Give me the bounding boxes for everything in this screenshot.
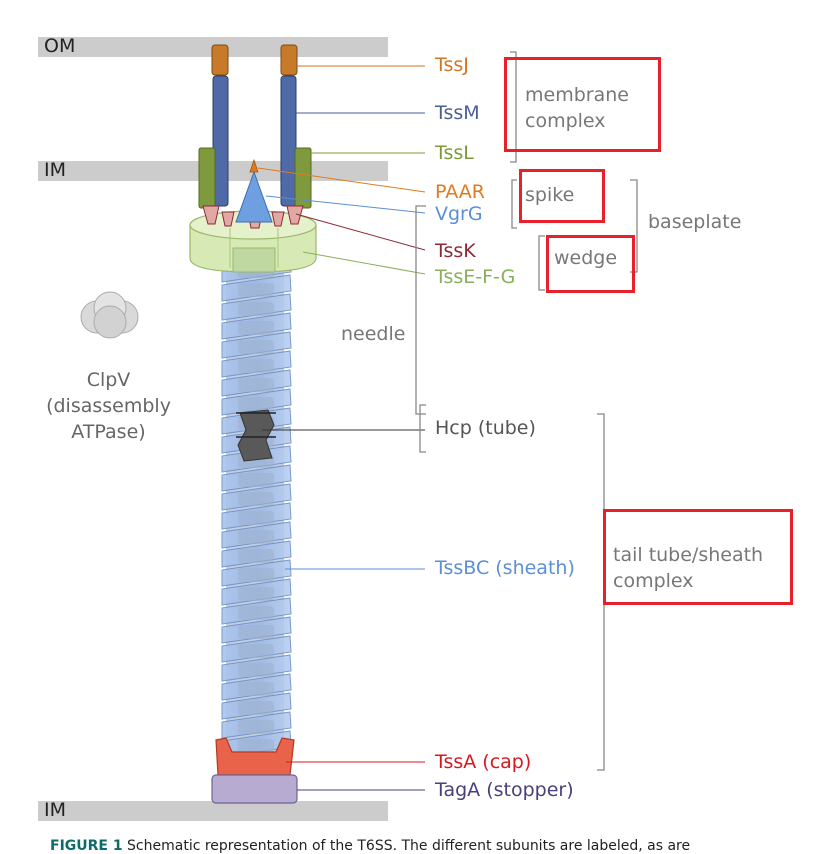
needle-label: needle (341, 323, 406, 345)
tssefg-label: TssE-F-G (435, 266, 516, 288)
tssbc-sheath-shape (221, 255, 292, 758)
membrane-complex-label: membrane complex (525, 82, 629, 134)
tssm-label: TssM (435, 102, 480, 124)
hcp-label: Hcp (tube) (435, 417, 536, 439)
vgrg-leader (265, 195, 426, 214)
hcp-bracket (419, 404, 426, 453)
figure-caption: FIGURE 1 Schematic representation of the… (50, 838, 690, 854)
wedge-highlight (546, 235, 635, 293)
taga-stopper-shape (211, 774, 298, 804)
caption-title: FIGURE 1 (50, 838, 123, 854)
vgrg-spike-shape (235, 170, 273, 223)
clpv-line3: ATPase) (71, 421, 146, 443)
tssl-left-shape (198, 147, 216, 209)
spike-highlight (519, 169, 605, 223)
spike-label: spike (525, 184, 575, 206)
paar-label: PAAR (435, 181, 485, 203)
wedge-label: wedge (554, 247, 618, 269)
taga-label: TagA (stopper) (435, 779, 574, 801)
membrane-complex-bracket (510, 51, 517, 163)
tssbc-label: TssBC (sheath) (435, 557, 575, 579)
tssk-leader (295, 213, 426, 251)
om-label: OM (44, 35, 76, 57)
needle-bracket (415, 205, 426, 415)
paar-leader (257, 167, 426, 193)
tssj-left-shape (211, 44, 229, 76)
clpv-label: ClpV (disassembly ATPase) (46, 367, 171, 445)
vgrg-label: VgrG (435, 203, 483, 225)
tssk-label: TssK (435, 240, 476, 262)
tail-complex-label: tail tube/sheath complex (613, 542, 763, 594)
tail-complex-highlight (603, 509, 793, 605)
membrane-complex-highlight (504, 57, 661, 152)
wedge-bracket (538, 235, 545, 291)
tssefg-leader (302, 251, 426, 275)
im-label-top: IM (44, 159, 66, 181)
spike-bracket (511, 179, 517, 229)
tssl-label: TssL (435, 142, 474, 164)
tssk-shape-4 (221, 211, 235, 227)
paar-tip-shape (249, 158, 259, 173)
tssk-shape-2 (286, 205, 304, 225)
tail-complex-line1: tail tube/sheath (613, 544, 764, 566)
hcp-tube-shape (237, 409, 275, 462)
membrane-complex-line1: membrane (525, 84, 629, 106)
tssm-right-shape (280, 75, 297, 207)
membrane-complex-line2: complex (525, 110, 606, 132)
caption-text: Schematic representation of the T6SS. Th… (127, 838, 691, 854)
tssm-left-shape (212, 75, 229, 207)
tssk-shape-1 (202, 205, 220, 225)
tssj-right-shape (280, 44, 298, 76)
clpv-shape (80, 291, 139, 339)
clpv-line1: ClpV (86, 369, 131, 391)
baseplate-label: baseplate (648, 211, 742, 233)
tssl-right-shape (294, 147, 312, 209)
tail-complex-line2: complex (613, 570, 694, 592)
inner-membrane-bottom: IM (38, 799, 388, 821)
tssa-label: TssA (cap) (435, 751, 532, 773)
tssj-label: TssJ (435, 54, 469, 76)
clpv-line2: (disassembly (46, 395, 171, 417)
im-label-bottom: IM (44, 799, 66, 821)
tssk-shape-5 (271, 211, 285, 227)
